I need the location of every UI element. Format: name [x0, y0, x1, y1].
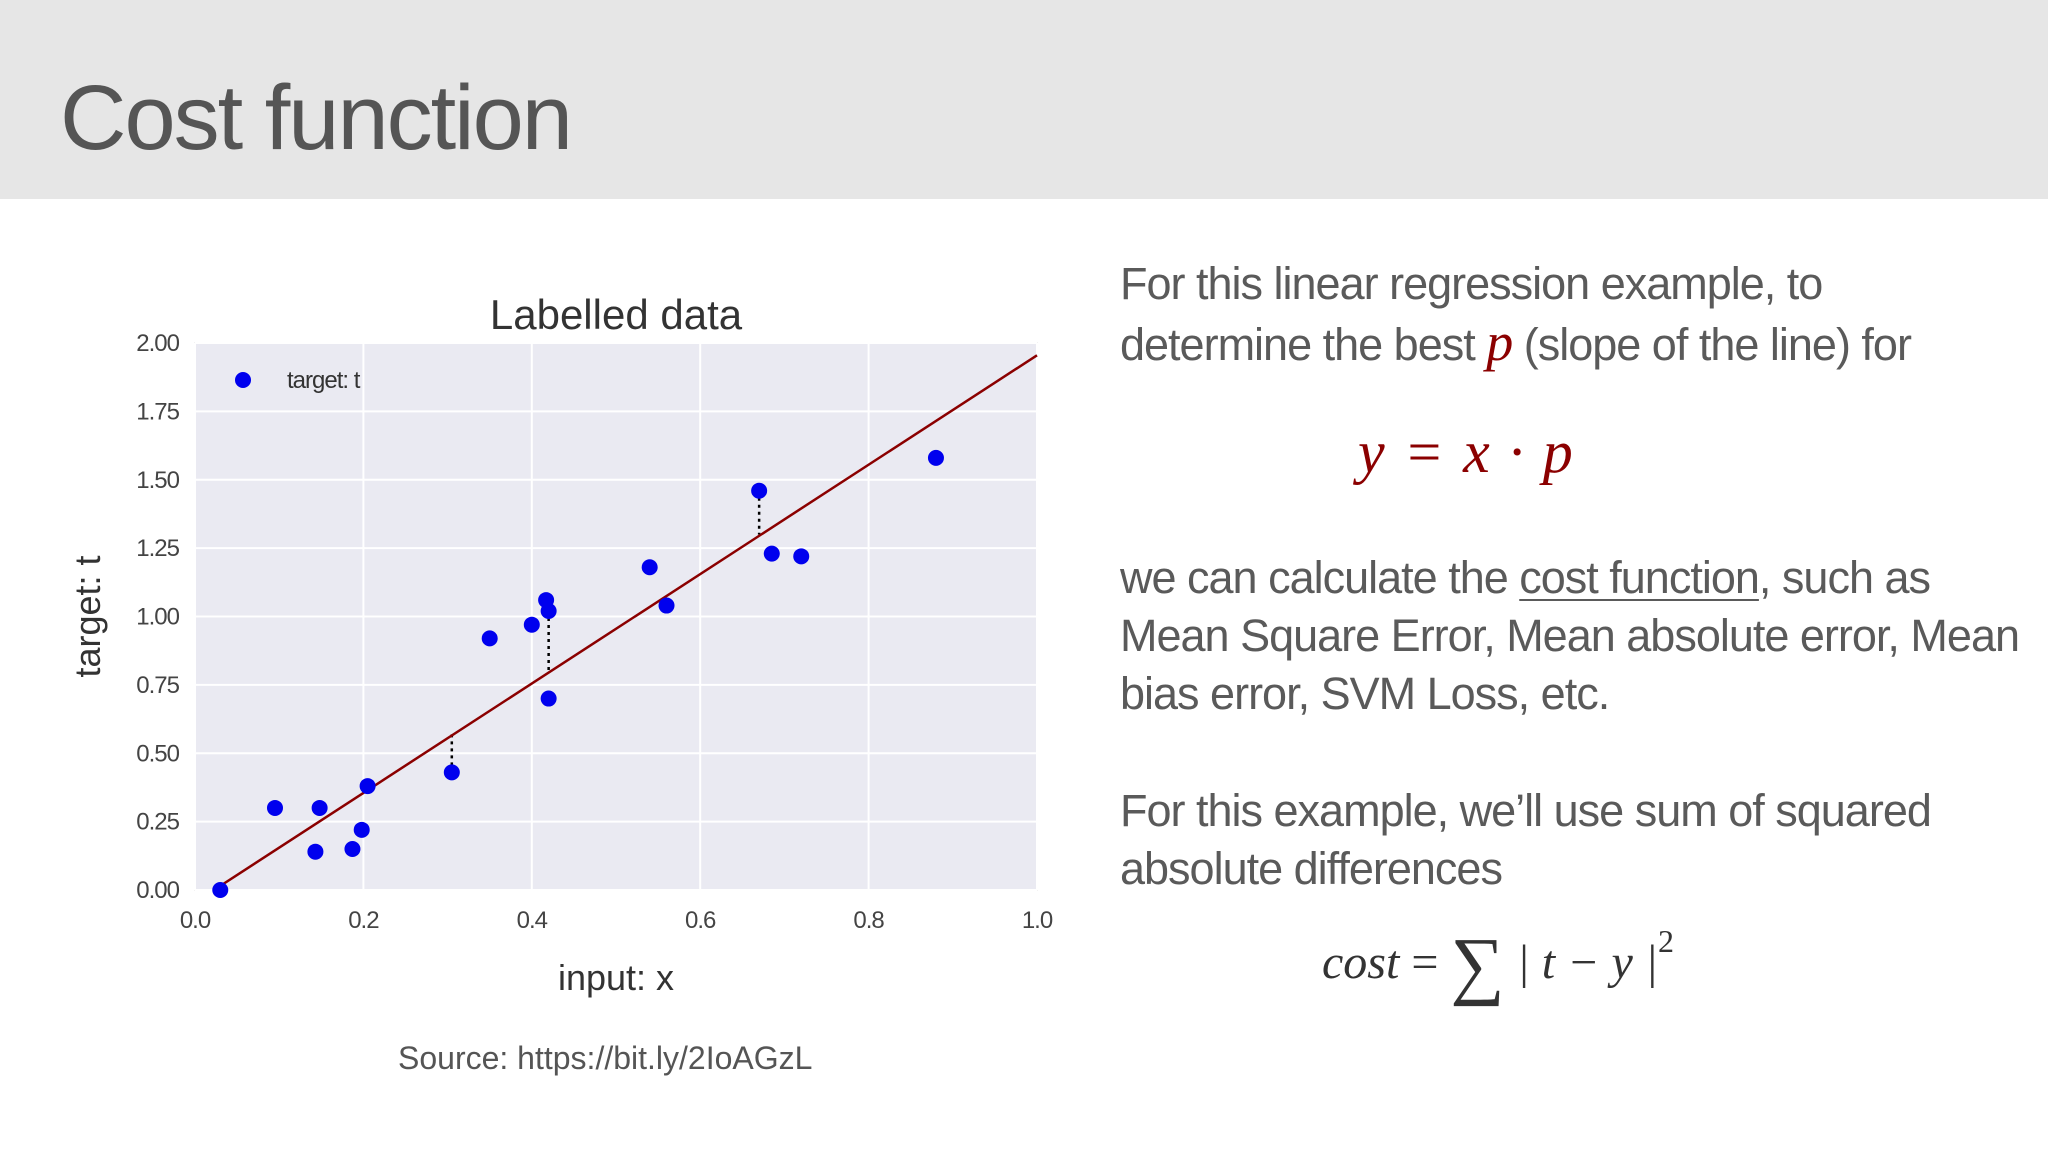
cost-text-a: we can calculate the	[1120, 552, 1520, 603]
cost-text-b: , such as Mean Square Error, Mean absolu…	[1120, 552, 2020, 719]
x-axis-label: input: x	[558, 957, 674, 998]
x-tick-label: 0.0	[180, 907, 211, 934]
x-tick-label: 0.2	[348, 907, 379, 934]
cost-function-link[interactable]: cost function	[1519, 552, 1760, 603]
fit-line	[213, 354, 1038, 892]
data-point	[658, 597, 675, 614]
legend-label: target: t	[287, 367, 361, 394]
data-point	[793, 548, 810, 565]
sum-symbol: ∑	[1450, 923, 1505, 1007]
method-paragraph: For this example, we’ll use sum of squar…	[1120, 785, 1932, 894]
data-point	[344, 840, 361, 857]
data-point	[212, 882, 229, 898]
slide-title: Cost function	[60, 67, 573, 169]
slope-variable: p	[1486, 312, 1513, 372]
data-point	[311, 799, 328, 816]
cost-paragraph: we can calculate the cost function, such…	[1120, 549, 2020, 723]
data-point	[763, 545, 780, 562]
exponent: 2	[1658, 923, 1675, 959]
y-tick-label: 1.50	[136, 467, 179, 494]
x-tick-label: 1.0	[1022, 907, 1053, 934]
cost-lhs: cost	[1322, 936, 1400, 989]
y-tick-label: 0.75	[136, 672, 179, 699]
x-tick-label: 0.8	[853, 907, 884, 934]
data-point	[751, 482, 768, 499]
y-tick-label: 0.50	[136, 740, 179, 767]
data-point	[641, 559, 658, 576]
y-tick-label: 1.75	[136, 398, 179, 425]
x-tick-label: 0.4	[517, 907, 548, 934]
data-point	[307, 843, 324, 860]
title-bar	[0, 0, 2048, 199]
y-tick-label: 2.00	[136, 330, 179, 357]
y-tick-label: 1.25	[136, 535, 179, 562]
legend-marker	[235, 372, 251, 388]
intro-paragraph: For this linear regression example, to d…	[1120, 255, 2020, 374]
abs-difference: | t − y |	[1516, 936, 1659, 989]
data-point	[540, 690, 557, 707]
y-axis-label: target: t	[67, 555, 108, 677]
source-caption: Source: https://bit.ly/2IoAGzL	[398, 1040, 813, 1076]
y-tick-label: 0.25	[136, 809, 179, 836]
data-point	[481, 630, 498, 647]
data-point	[443, 764, 460, 781]
cost-equation: cost = ∑ | t − y |2	[1322, 922, 1674, 1009]
intro-text-b: (slope of the line) for	[1512, 319, 1912, 370]
model-equation: y = x · p	[1358, 419, 1575, 485]
data-point	[359, 778, 376, 795]
chart-title: Labelled data	[490, 291, 743, 338]
y-tick-label: 0.00	[136, 877, 179, 904]
intro-text-a: For this linear regression example, to d…	[1120, 258, 1823, 370]
equals-sign: =	[1411, 936, 1439, 989]
scatter-chart: 0.0 0.2 0.4 0.6 0.8 1.0 0.00 0.25 0.50 0.75 1.00 1.…	[60, 275, 1070, 1015]
data-point	[353, 821, 370, 838]
y-tick-label: 1.00	[136, 604, 179, 631]
data-point	[266, 799, 283, 816]
x-tick-label: 0.6	[685, 907, 716, 934]
data-point	[927, 449, 944, 466]
data-point	[540, 603, 557, 620]
data-point	[523, 616, 540, 633]
chart-svg: 0.0 0.2 0.4 0.6 0.8 1.0 0.00 0.25 0.50 0.75 1.00 1.…	[67, 291, 1054, 998]
